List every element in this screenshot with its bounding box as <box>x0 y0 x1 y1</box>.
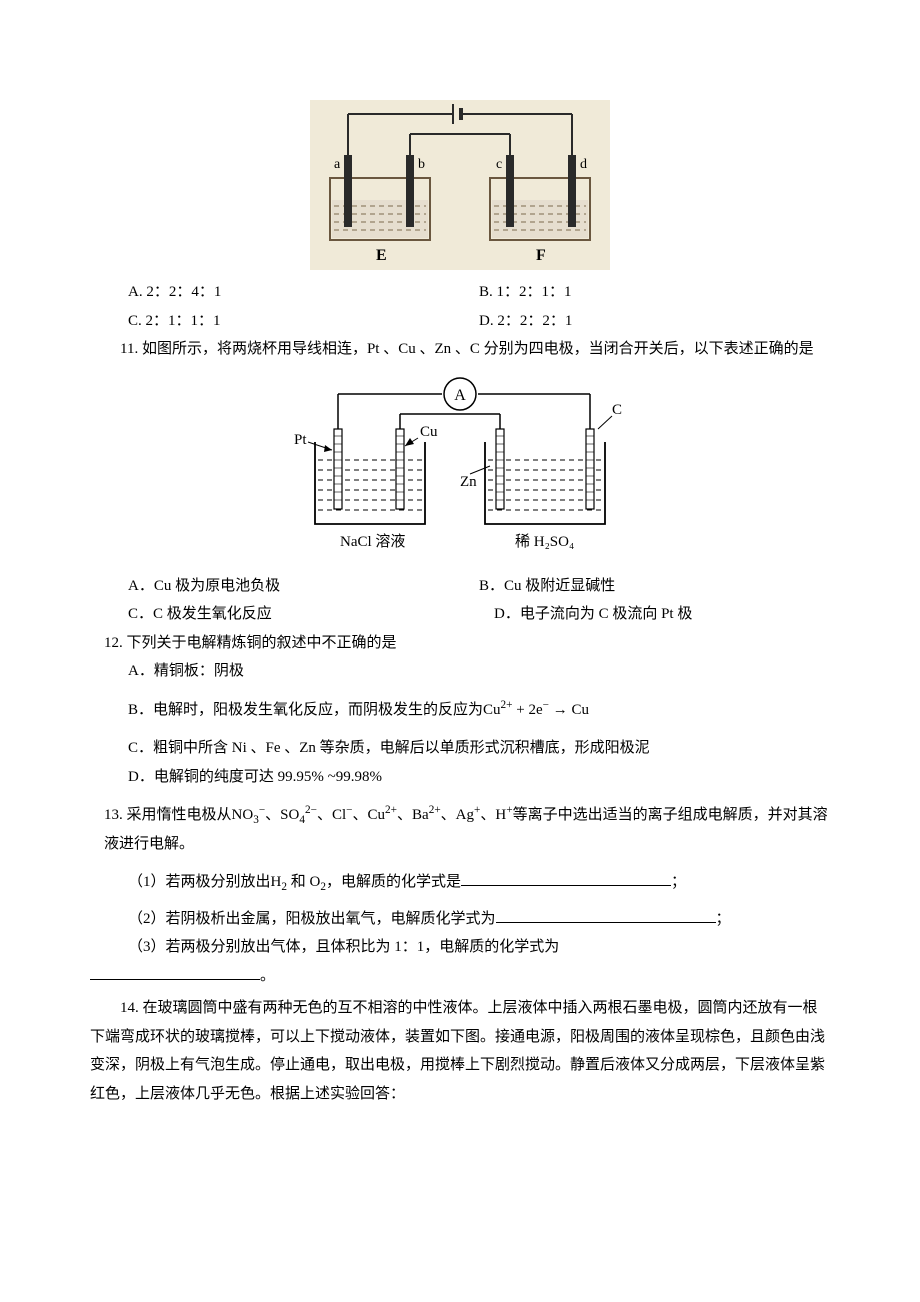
q11-choice-row-2: C．C 极发生氧化反应 D．电子流向为 C 极流向 Pt 极 <box>90 600 830 629</box>
ammeter-label: A <box>454 387 466 404</box>
q13-part-3: （3）若两极分别放出气体，且体积比为 1：1，电解质的化学式为 <box>90 933 830 962</box>
q10-choice-a: A. 2：2：4：1 <box>90 278 479 307</box>
q13-part-3-blank-line: 。 <box>90 962 830 991</box>
svg-text:b: b <box>418 157 425 172</box>
q13-p1-tail: ； <box>671 874 686 890</box>
q11-choice-row-1: A．Cu 极为原电池负极 B．Cu 极附近显碱性 <box>90 572 830 601</box>
q13-blank-3[interactable] <box>90 964 260 980</box>
svg-text:Zn: Zn <box>460 474 477 490</box>
q14-text: 14. 在玻璃圆筒中盛有两种无色的互不相溶的中性液体。上层液体中插入两根石墨电极… <box>90 994 830 1108</box>
q12-choice-c: C．粗铜中所含 Ni 、Fe 、Zn 等杂质，电解后以单质形式沉积槽底，形成阳极… <box>90 734 830 763</box>
q13-blank-2[interactable] <box>496 907 716 923</box>
q10-choice-row-1: A. 2：2：4：1 B. 1：2：1：1 <box>90 278 830 307</box>
q11-choice-d: D．电子流向为 C 极流向 Pt 极 <box>464 600 830 629</box>
q10-choice-c: C. 2：1：1：1 <box>90 307 479 336</box>
svg-text:E: E <box>376 247 387 264</box>
svg-text:NaCl 溶液: NaCl 溶液 <box>340 533 405 550</box>
q13-p1-mid: H2 和 O2 <box>271 874 326 890</box>
q13-p2-tail: ； <box>716 911 731 927</box>
q12-b-formula: Cu2+ + 2e− → Cu <box>483 702 589 718</box>
q10-choice-d: D. 2：2：2：1 <box>479 307 830 336</box>
q13-ions: NO3−、SO42−、Cl−、Cu2+、Ba2+、Ag+、H+ <box>232 807 513 823</box>
svg-text:Pt: Pt <box>294 432 307 448</box>
q13-p2-text: （2）若阴极析出金属，阳极放出氧气，电解质化学式为 <box>128 911 496 927</box>
q10-choice-row-2: C. 2：1：1：1 D. 2：2：2：1 <box>90 307 830 336</box>
q12-stem: 12. 下列关于电解精炼铜的叙述中不正确的是 <box>90 629 830 658</box>
svg-text:d: d <box>580 157 587 172</box>
svg-text:稀 H₂SO₄: 稀 H₂SO₄ <box>515 533 574 550</box>
q13-p1-prefix: （1）若两极分别放出 <box>128 874 271 890</box>
electrolysis-series-diagram: a b E c d F <box>310 100 610 270</box>
q13-part-1: （1）若两极分别放出H2 和 O2，电解质的化学式是 ； <box>90 868 830 897</box>
q12-b-prefix: B．电解时，阳极发生氧化反应，而阴极发生的反应为 <box>128 702 483 718</box>
battery-electrolysis-diagram: A <box>290 374 630 564</box>
svg-text:Cu: Cu <box>420 424 438 440</box>
svg-text:F: F <box>536 247 546 264</box>
q12-choice-d: D．电解铜的纯度可达 99.95% ~99.98% <box>90 763 830 792</box>
svg-text:C: C <box>612 402 622 418</box>
svg-text:c: c <box>496 157 502 172</box>
svg-text:a: a <box>334 157 341 172</box>
q11-choice-a: A．Cu 极为原电池负极 <box>90 572 479 601</box>
q13-p3-tail: 。 <box>260 968 275 984</box>
q10-choice-b: B. 1：2：1：1 <box>479 278 830 307</box>
q13-blank-1[interactable] <box>461 870 671 886</box>
q13-stem-prefix: 13. 采用惰性电极从 <box>104 807 232 823</box>
q11-stem: 11. 如图所示，将两烧杯用导线相连，Pt 、Cu 、Zn 、C 分别为四电极，… <box>90 335 830 364</box>
q12-choice-b: B．电解时，阳极发生氧化反应，而阴极发生的反应为Cu2+ + 2e− → Cu <box>90 696 830 725</box>
q11-choice-c: C．C 极发生氧化反应 <box>90 600 464 629</box>
q13-p1-suffix: ，电解质的化学式是 <box>326 874 461 890</box>
q10-diagram: a b E c d F <box>90 100 830 270</box>
q13-stem: 13. 采用惰性电极从NO3−、SO42−、Cl−、Cu2+、Ba2+、Ag+、… <box>90 801 830 858</box>
q13-p3-text: （3）若两极分别放出气体，且体积比为 1：1，电解质的化学式为 <box>128 939 559 955</box>
q12-choice-a: A．精铜板：阴极 <box>90 657 830 686</box>
q11-choice-b: B．Cu 极附近显碱性 <box>479 572 830 601</box>
q13-part-2: （2）若阴极析出金属，阳极放出氧气，电解质化学式为 ； <box>90 905 830 934</box>
q11-diagram: A <box>90 374 830 564</box>
